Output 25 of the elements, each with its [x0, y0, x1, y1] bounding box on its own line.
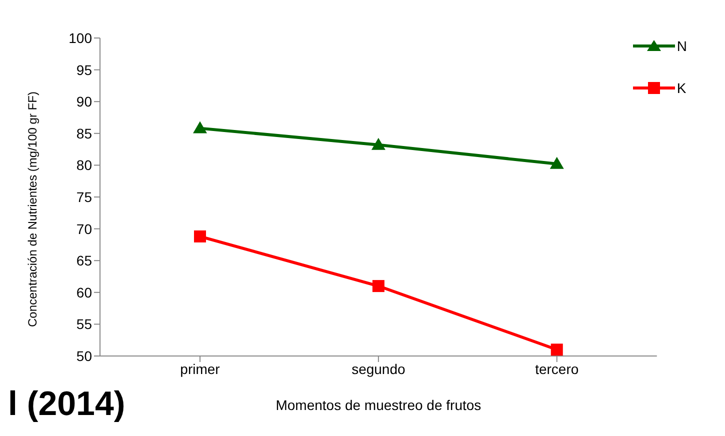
x-axis-title: Momentos de muestreo de frutos: [276, 397, 482, 413]
point: [371, 138, 386, 150]
point: [372, 280, 384, 292]
x-tick-label: tercero: [535, 360, 579, 377]
point: [193, 121, 207, 134]
point: [550, 344, 563, 356]
x-tick-label: primer: [180, 360, 220, 377]
y-tick-label: 75: [76, 188, 92, 205]
point: [550, 156, 564, 169]
y-tick-label: 65: [76, 252, 92, 269]
point: [194, 230, 206, 242]
y-tick-label: 100: [68, 30, 92, 46]
y-axis-title: Concentración de Nutrientes (mg/100 gr FF): [25, 92, 40, 327]
legend-label: N: [676, 38, 687, 54]
y-tick-label: 80: [76, 157, 92, 174]
y-tick-label: 70: [76, 220, 92, 237]
y-tick-label: 55: [76, 316, 92, 332]
y-tick-label: 50: [76, 348, 92, 364]
y-tick-label: 85: [76, 125, 92, 142]
citation-text: l (2014): [8, 385, 126, 424]
y-tick-label: 60: [76, 284, 92, 300]
legend-label: K: [676, 80, 686, 96]
x-tick-label: segundo: [352, 360, 406, 377]
y-tick-label: 90: [76, 94, 92, 110]
y-tick-label: 95: [76, 62, 92, 78]
